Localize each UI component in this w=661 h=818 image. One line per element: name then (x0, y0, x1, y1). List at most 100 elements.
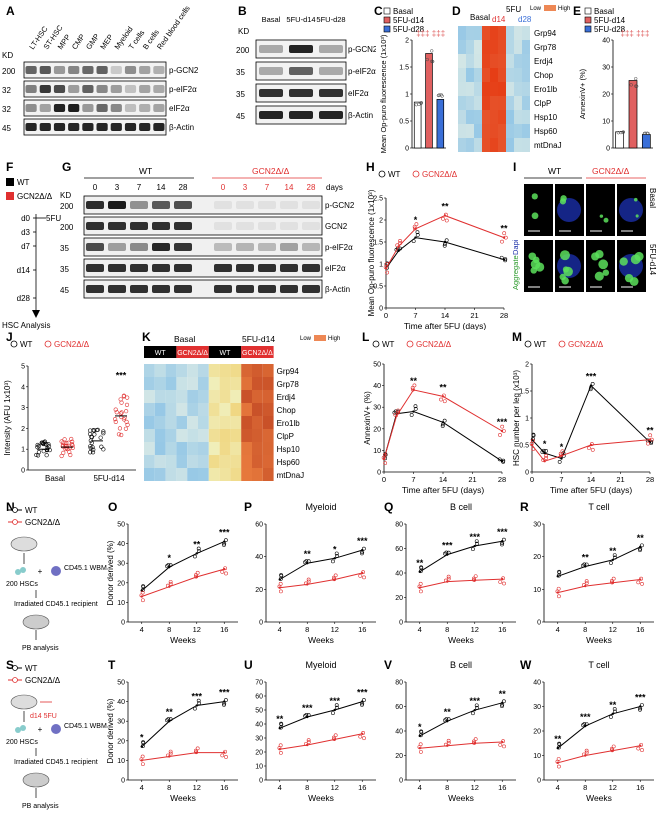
significance-mark: *** (635, 693, 646, 703)
blot-row-label: p-eIF2α (348, 67, 376, 76)
chart-title: Myeloid (305, 660, 336, 670)
legend-label: WT (382, 340, 395, 349)
x-tick-label: 4 (556, 783, 560, 792)
y-tick-label: 0 (525, 470, 529, 477)
heatmap-cell (458, 110, 466, 124)
x-tick-label: 16 (358, 625, 366, 634)
heatmap-group-bar (241, 346, 274, 358)
y-tick-label: 0 (259, 620, 263, 627)
x-tick-label: 8 (167, 625, 171, 634)
blot-row-label: p-GCN2 (325, 201, 355, 210)
heatmap-cell (241, 403, 252, 416)
heatmap-cell (198, 455, 209, 468)
heatmap-cell (482, 68, 490, 82)
timeline-label: d7 (21, 242, 30, 251)
blot-band (152, 264, 170, 272)
heatmap-cell (466, 82, 474, 96)
blot-band (302, 264, 320, 272)
y-tick-label: 30 (533, 704, 541, 711)
data-point (557, 594, 561, 599)
y-tick-label: 20 (395, 753, 403, 760)
mean-point (446, 720, 449, 723)
y-tick-label: 40 (255, 554, 263, 561)
heatmap-cell (458, 68, 466, 82)
data-point (195, 746, 200, 751)
y-tick-label: 30 (117, 719, 125, 726)
data-point (446, 574, 451, 579)
y-tick-label: 0 (537, 778, 541, 785)
heatmap-gene-label: Grp78 (277, 380, 300, 389)
heatmap-cell (522, 68, 530, 82)
aggregate-stain (559, 250, 570, 261)
blot-column-label: Red blood cells (155, 4, 192, 51)
panel-letter-t: T (108, 658, 116, 672)
cells-label: 200 HSCs (6, 581, 38, 588)
blot-kd-value: 35 (236, 90, 245, 99)
y-axis-label: Intensity (AFU 1x10³) (3, 380, 12, 456)
data-point (500, 424, 505, 429)
mean-point (418, 586, 421, 589)
data-point (544, 453, 548, 458)
mean-point (584, 724, 587, 728)
aggregate-stain (594, 271, 604, 281)
heatmap-cell (252, 364, 263, 377)
significance-mark: ** (609, 546, 617, 556)
mean-point (195, 552, 198, 555)
heatmap-cell (466, 40, 474, 54)
data-point (45, 446, 50, 451)
legend-label: WT (534, 340, 547, 349)
data-point (646, 131, 650, 136)
legend-label: GCN2Δ/Δ (422, 170, 458, 179)
blot-days-unit: days (326, 183, 343, 192)
heatmap-gene-label: ClpP (277, 432, 294, 441)
data-point (557, 764, 561, 769)
heatmap-cell (252, 390, 263, 403)
data-point (609, 715, 613, 719)
panel-letter-m: M (512, 330, 522, 344)
blot-band (152, 285, 170, 293)
analysis-label: PB analysis (22, 803, 59, 810)
heatmap-cell (252, 429, 263, 442)
data-point (612, 707, 617, 711)
blot-band (258, 201, 276, 209)
mean-point (639, 578, 642, 581)
blot-band (130, 222, 148, 230)
heatmap-cell (466, 68, 474, 82)
mean-point (584, 584, 587, 588)
blot-band (130, 264, 148, 272)
mean-point (543, 460, 546, 463)
y-tick-label: 50 (255, 708, 263, 715)
panel-letter-d: D (452, 4, 461, 18)
heatmap-group-label: GCN2Δ/Δ (177, 350, 208, 357)
blot-band (39, 123, 51, 131)
mean-point (500, 429, 504, 433)
data-point (89, 440, 94, 445)
significance-mark: ** (441, 202, 449, 212)
mean-point (361, 548, 364, 552)
series-line (557, 745, 641, 764)
heatmap-cell (252, 455, 263, 468)
legend-swatch (6, 178, 14, 186)
data-point (531, 432, 536, 437)
data-point (279, 751, 283, 755)
data-point (278, 743, 283, 748)
nucleus-stain (619, 198, 643, 222)
data-point (640, 703, 644, 707)
blot-band (259, 45, 283, 53)
data-point (278, 581, 283, 586)
legend-marker (12, 507, 18, 513)
y-tick-label: 0 (399, 778, 403, 785)
data-point (635, 84, 639, 88)
panel-letter-w: W (520, 658, 532, 672)
blot-column-label: 5FU-d14 (286, 15, 315, 24)
data-point (44, 453, 49, 458)
blot-band (25, 123, 37, 131)
data-point (584, 581, 589, 586)
heatmap-cell (466, 138, 474, 152)
blot-band (258, 285, 276, 293)
mean-point (140, 759, 143, 762)
heatmap-gene-label: Erdj4 (277, 393, 296, 402)
